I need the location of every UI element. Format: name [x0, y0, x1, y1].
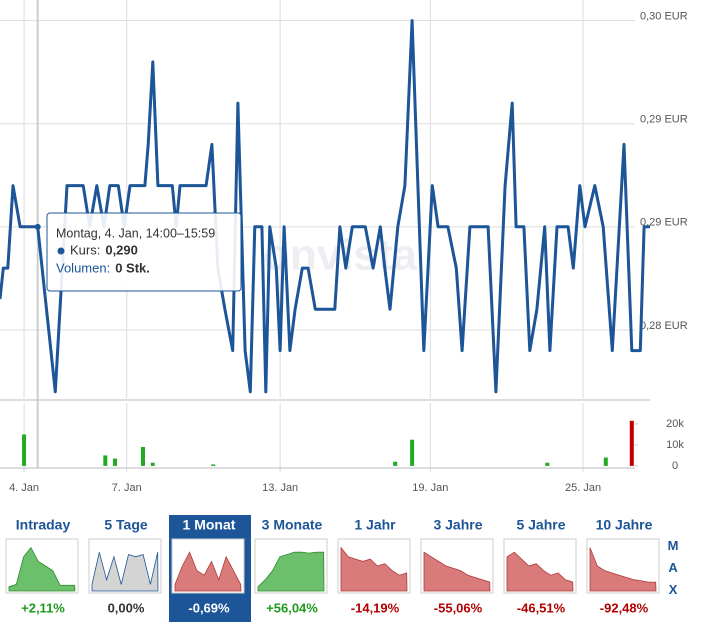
volume-bar [629, 420, 634, 466]
tab-label: 1 Monat [183, 517, 236, 533]
tab-label: 5 Tage [104, 517, 148, 533]
y-tick-label: 0,29 EUR [640, 114, 688, 126]
y-tick-label: 10k [666, 439, 684, 451]
period-tab[interactable]: 1 Monat -0,69% [169, 515, 251, 622]
tooltip-price: 0,290 [105, 242, 138, 257]
volume-bar [150, 462, 155, 466]
volume-bar [211, 464, 216, 466]
tooltip-dot [57, 247, 65, 255]
tab-label: Intraday [16, 517, 71, 533]
x-tick-label: 7. Jan [112, 482, 142, 494]
volume-bar [22, 434, 27, 466]
tooltip-price-label: Kurs: [70, 242, 100, 257]
x-tick-label: 13. Jan [262, 482, 298, 494]
volume-bar [603, 457, 608, 466]
tooltip-box [46, 212, 242, 292]
tab-label: 5 Jahre [516, 517, 565, 533]
thumbnail-area [423, 551, 491, 592]
volume-bar [103, 455, 108, 466]
volume-bar [545, 462, 550, 466]
volume-bar [393, 461, 398, 466]
y-tick-label: 0,30 EUR [640, 11, 688, 23]
price-line [0, 19, 650, 394]
tooltip-volume: 0 Stk. [115, 260, 150, 275]
y-tick-label: 0,28 EUR [640, 320, 688, 332]
thumbnail-area [91, 552, 159, 592]
y-tick-label: 20k [666, 418, 684, 430]
period-change: -92,48% [600, 600, 649, 615]
hover-point [34, 223, 41, 230]
period-change: -55,06% [434, 600, 483, 615]
tab-label: 10 Jahre [596, 517, 653, 533]
tab-label: 3 Monate [262, 517, 323, 533]
thumbnail-area [174, 551, 242, 592]
period-change: 0,00% [108, 600, 145, 615]
y-tick-label: 0 [672, 460, 678, 472]
thumbnail-area [257, 551, 325, 592]
period-tab[interactable]: 5 Tage 0,00% [88, 517, 162, 616]
period-tab[interactable]: 3 Monate +56,04% [254, 517, 328, 616]
volume-bar [410, 439, 415, 466]
x-tick-label: 4. Jan [9, 482, 39, 494]
x-tick-label: 19. Jan [412, 482, 448, 494]
y-tick-label: 0,29 EUR [640, 217, 688, 229]
tooltip-volume-label: Volumen: [56, 260, 110, 275]
period-change: -0,69% [188, 600, 230, 615]
max-tab[interactable]: MAX [666, 538, 681, 604]
period-tab[interactable]: Intraday +2,11% [5, 517, 79, 616]
period-change: -46,51% [517, 600, 566, 615]
x-tick-label: 25. Jan [565, 482, 601, 494]
thumbnail-area [506, 551, 574, 592]
thumbnail-area [589, 547, 657, 592]
thumbnail-area [8, 546, 76, 592]
period-change: +2,11% [21, 600, 65, 615]
period-tab[interactable]: 3 Jahre -55,06% [420, 517, 494, 616]
tab-label: 1 Jahr [354, 517, 396, 533]
volume-bar [113, 458, 118, 466]
volume-bar [141, 447, 145, 466]
period-change: +56,04% [266, 600, 318, 615]
tooltip-title: Montag, 4. Jan, 14:00–15:59 [56, 226, 215, 240]
period-tab[interactable]: 1 Jahr -14,19% [337, 517, 411, 616]
tab-label: 3 Jahre [433, 517, 482, 533]
period-tab[interactable]: 5 Jahre -46,51% [503, 517, 577, 616]
thumbnail-area [340, 546, 408, 592]
period-tabs: MAX Intraday +2,11% 5 Tage 0,00% 1 Monat -0,69… [5, 515, 681, 622]
period-change: -14,19% [351, 600, 400, 615]
period-tab[interactable]: 10 Jahre -92,48% [586, 517, 660, 616]
